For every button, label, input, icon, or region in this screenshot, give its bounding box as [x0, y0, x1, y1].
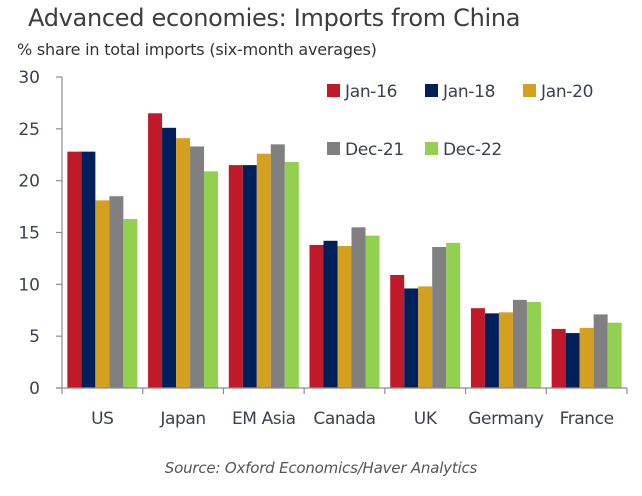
legend: Jan-16 Jan-18 Jan-20 Dec-21 Dec-22 — [327, 82, 593, 160]
chart-subtitle: % share in total imports (six-month aver… — [17, 40, 377, 59]
legend-label: Jan-20 — [540, 82, 593, 102]
legend-swatch — [425, 142, 438, 155]
x-category-label: France — [560, 409, 614, 429]
bar-jan-16-us — [67, 151, 82, 388]
legend-label: Dec-21 — [345, 140, 404, 160]
legend-item-jan-20: Jan-20 — [523, 82, 593, 102]
bar-jan-18-canada — [323, 240, 338, 388]
bar-jan-16-germany — [470, 308, 485, 388]
bar-jan-20-germany — [498, 312, 513, 388]
y-tick-label: 25 — [18, 120, 40, 140]
bar-jan-16-uk — [390, 275, 405, 388]
bars-group — [67, 113, 622, 389]
legend-swatch — [523, 84, 536, 97]
bar-jan-18-germany — [484, 313, 499, 388]
bar-jan-18-japan — [162, 127, 177, 389]
bar-jan-18-us — [81, 151, 96, 388]
x-category-label: Japan — [159, 409, 205, 429]
bar-dec-21-germany — [512, 299, 527, 388]
bar-dec-22-canada — [365, 235, 380, 388]
x-category-label: Canada — [313, 409, 375, 429]
bar-dec-21-us — [109, 196, 124, 388]
bar-dec-22-em-asia — [284, 162, 299, 388]
bar-jan-16-em-asia — [228, 165, 243, 388]
bar-jan-20-canada — [337, 245, 352, 388]
bar-jan-20-us — [95, 200, 110, 388]
legend-label: Jan-16 — [344, 82, 397, 102]
legend-label: Jan-18 — [442, 82, 495, 102]
y-tick-label: 5 — [29, 327, 40, 347]
y-tick-label: 10 — [18, 275, 40, 295]
x-category-label: EM Asia — [232, 409, 296, 429]
legend-item-jan-18: Jan-18 — [425, 82, 495, 102]
y-tick-label: 30 — [18, 68, 40, 88]
bar-dec-22-uk — [446, 242, 461, 388]
legend-label: Dec-22 — [443, 140, 502, 160]
bar-dec-21-uk — [432, 247, 447, 388]
y-tick-label: 15 — [18, 224, 40, 244]
bar-jan-20-uk — [418, 286, 433, 388]
bar-dec-22-japan — [204, 171, 219, 388]
bar-jan-16-canada — [309, 244, 324, 388]
bar-jan-18-uk — [404, 288, 419, 388]
legend-item-dec-22: Dec-22 — [425, 140, 502, 160]
x-category-label: US — [91, 409, 113, 429]
legend-swatch — [425, 84, 438, 97]
legend-item-dec-21: Dec-21 — [327, 140, 404, 160]
bar-jan-20-france — [579, 327, 594, 388]
y-tick-label: 0 — [29, 379, 40, 399]
axes-group: 0 5 10 15 20 25 30 US Japan EM Asia Canada UK German… — [18, 68, 628, 429]
y-tick-label: 20 — [18, 172, 40, 192]
bar-dec-21-france — [593, 314, 608, 388]
x-category-label: UK — [414, 409, 438, 429]
bar-dec-22-us — [123, 219, 138, 388]
bar-dec-21-japan — [190, 146, 205, 388]
bar-dec-21-canada — [351, 227, 366, 388]
legend-item-jan-16: Jan-16 — [327, 82, 397, 102]
legend-swatch — [327, 84, 340, 97]
bar-jan-16-japan — [148, 113, 163, 388]
bar-dec-22-germany — [526, 301, 541, 388]
bar-jan-20-em-asia — [256, 153, 271, 388]
bar-jan-20-japan — [176, 138, 191, 388]
bar-jan-18-em-asia — [242, 165, 257, 388]
chart-title: Advanced economies: Imports from China — [28, 4, 521, 32]
source-note: Source: Oxford Economics/Haver Analytics — [164, 459, 478, 477]
x-category-label: Germany — [468, 409, 544, 429]
bar-dec-21-em-asia — [270, 144, 285, 388]
bar-dec-22-france — [607, 322, 622, 388]
bar-jan-18-france — [565, 333, 580, 388]
bar-jan-16-france — [551, 328, 566, 388]
legend-swatch — [327, 142, 340, 155]
